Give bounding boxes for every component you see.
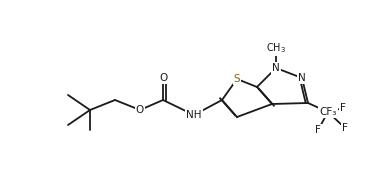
Text: S: S [234, 74, 240, 84]
Text: CF₃: CF₃ [319, 107, 337, 117]
Text: NH: NH [186, 110, 202, 120]
Text: CH$_3$: CH$_3$ [266, 41, 286, 55]
Text: O: O [159, 73, 167, 83]
Text: N: N [272, 63, 280, 73]
Text: N: N [298, 73, 306, 83]
Text: F: F [342, 123, 348, 133]
Text: F: F [315, 125, 321, 135]
Text: F: F [340, 103, 346, 113]
Text: O: O [136, 105, 144, 115]
